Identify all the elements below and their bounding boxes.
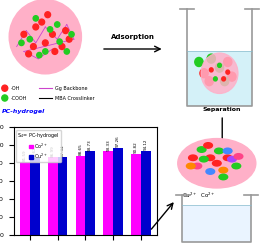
Circle shape bbox=[205, 77, 213, 86]
Circle shape bbox=[195, 58, 203, 66]
Text: 88.65: 88.65 bbox=[79, 143, 82, 155]
Circle shape bbox=[47, 27, 53, 32]
Text: 85.62: 85.62 bbox=[33, 146, 37, 158]
Text: 90.82: 90.82 bbox=[134, 141, 138, 153]
Circle shape bbox=[212, 160, 221, 166]
Circle shape bbox=[189, 155, 197, 160]
Circle shape bbox=[218, 63, 221, 67]
Bar bbox=[20, 162, 30, 235]
Circle shape bbox=[226, 70, 230, 74]
Bar bbox=[30, 158, 40, 235]
Circle shape bbox=[19, 40, 24, 46]
Text: Gg Backbone: Gg Backbone bbox=[55, 86, 87, 91]
Circle shape bbox=[206, 155, 215, 160]
Circle shape bbox=[21, 31, 27, 37]
Polygon shape bbox=[182, 205, 251, 242]
Circle shape bbox=[206, 169, 215, 174]
Circle shape bbox=[223, 155, 232, 160]
Circle shape bbox=[219, 167, 228, 173]
Circle shape bbox=[39, 19, 45, 25]
Circle shape bbox=[222, 77, 225, 81]
Circle shape bbox=[50, 31, 55, 37]
Circle shape bbox=[9, 0, 81, 74]
Bar bbox=[141, 151, 151, 235]
Text: Adsorption: Adsorption bbox=[111, 35, 155, 40]
Circle shape bbox=[193, 163, 202, 169]
Circle shape bbox=[201, 53, 238, 94]
Circle shape bbox=[215, 63, 224, 72]
Polygon shape bbox=[186, 51, 253, 106]
Circle shape bbox=[197, 147, 206, 152]
Circle shape bbox=[59, 44, 65, 49]
Circle shape bbox=[209, 68, 213, 72]
Text: 81.59: 81.59 bbox=[23, 150, 27, 161]
Text: -OH: -OH bbox=[11, 86, 20, 91]
Circle shape bbox=[63, 28, 69, 34]
Circle shape bbox=[234, 154, 243, 159]
Text: 93.33: 93.33 bbox=[106, 139, 110, 151]
Circle shape bbox=[223, 148, 232, 154]
Circle shape bbox=[55, 22, 60, 27]
Text: 93.73: 93.73 bbox=[88, 139, 92, 150]
Text: 97.26: 97.26 bbox=[116, 136, 120, 147]
Circle shape bbox=[64, 49, 69, 54]
Circle shape bbox=[26, 51, 31, 57]
Text: -COOH: -COOH bbox=[11, 96, 27, 100]
Text: MBA Crosslinker: MBA Crosslinker bbox=[55, 96, 95, 100]
Circle shape bbox=[45, 12, 51, 18]
Bar bbox=[48, 157, 57, 235]
Text: PC-hydrogel: PC-hydrogel bbox=[2, 109, 46, 114]
Circle shape bbox=[27, 37, 33, 42]
Circle shape bbox=[215, 148, 223, 154]
Circle shape bbox=[66, 36, 72, 42]
Circle shape bbox=[31, 44, 36, 49]
Circle shape bbox=[232, 163, 241, 169]
Circle shape bbox=[207, 54, 215, 63]
Circle shape bbox=[219, 174, 228, 180]
Bar bbox=[57, 157, 67, 235]
Circle shape bbox=[33, 16, 38, 21]
Circle shape bbox=[52, 49, 58, 54]
Circle shape bbox=[228, 72, 236, 81]
Circle shape bbox=[204, 143, 212, 148]
Circle shape bbox=[200, 69, 208, 78]
Circle shape bbox=[69, 32, 74, 37]
Circle shape bbox=[178, 139, 256, 188]
Legend: Co$^{2+}$, Cu$^{2+}$: Co$^{2+}$, Cu$^{2+}$ bbox=[16, 130, 61, 162]
Circle shape bbox=[186, 163, 195, 169]
Circle shape bbox=[43, 40, 48, 46]
Circle shape bbox=[224, 58, 232, 66]
Bar bbox=[85, 151, 95, 235]
Bar bbox=[104, 151, 113, 235]
Text: Cu$^{2+}$  Co$^{2+}$: Cu$^{2+}$ Co$^{2+}$ bbox=[182, 191, 216, 200]
Circle shape bbox=[33, 24, 39, 30]
Circle shape bbox=[2, 85, 8, 91]
Circle shape bbox=[37, 52, 42, 58]
Circle shape bbox=[221, 77, 229, 86]
Text: 87.34: 87.34 bbox=[60, 145, 64, 156]
Text: Separation: Separation bbox=[203, 107, 241, 112]
Text: 86.99: 86.99 bbox=[51, 145, 55, 157]
Circle shape bbox=[57, 39, 62, 44]
Bar bbox=[131, 154, 141, 235]
Text: 94.12: 94.12 bbox=[144, 139, 148, 150]
Circle shape bbox=[2, 95, 8, 101]
Circle shape bbox=[228, 156, 236, 162]
Circle shape bbox=[214, 77, 217, 81]
Circle shape bbox=[43, 49, 48, 54]
Bar bbox=[76, 156, 85, 235]
Bar bbox=[113, 148, 123, 235]
Circle shape bbox=[199, 156, 208, 162]
